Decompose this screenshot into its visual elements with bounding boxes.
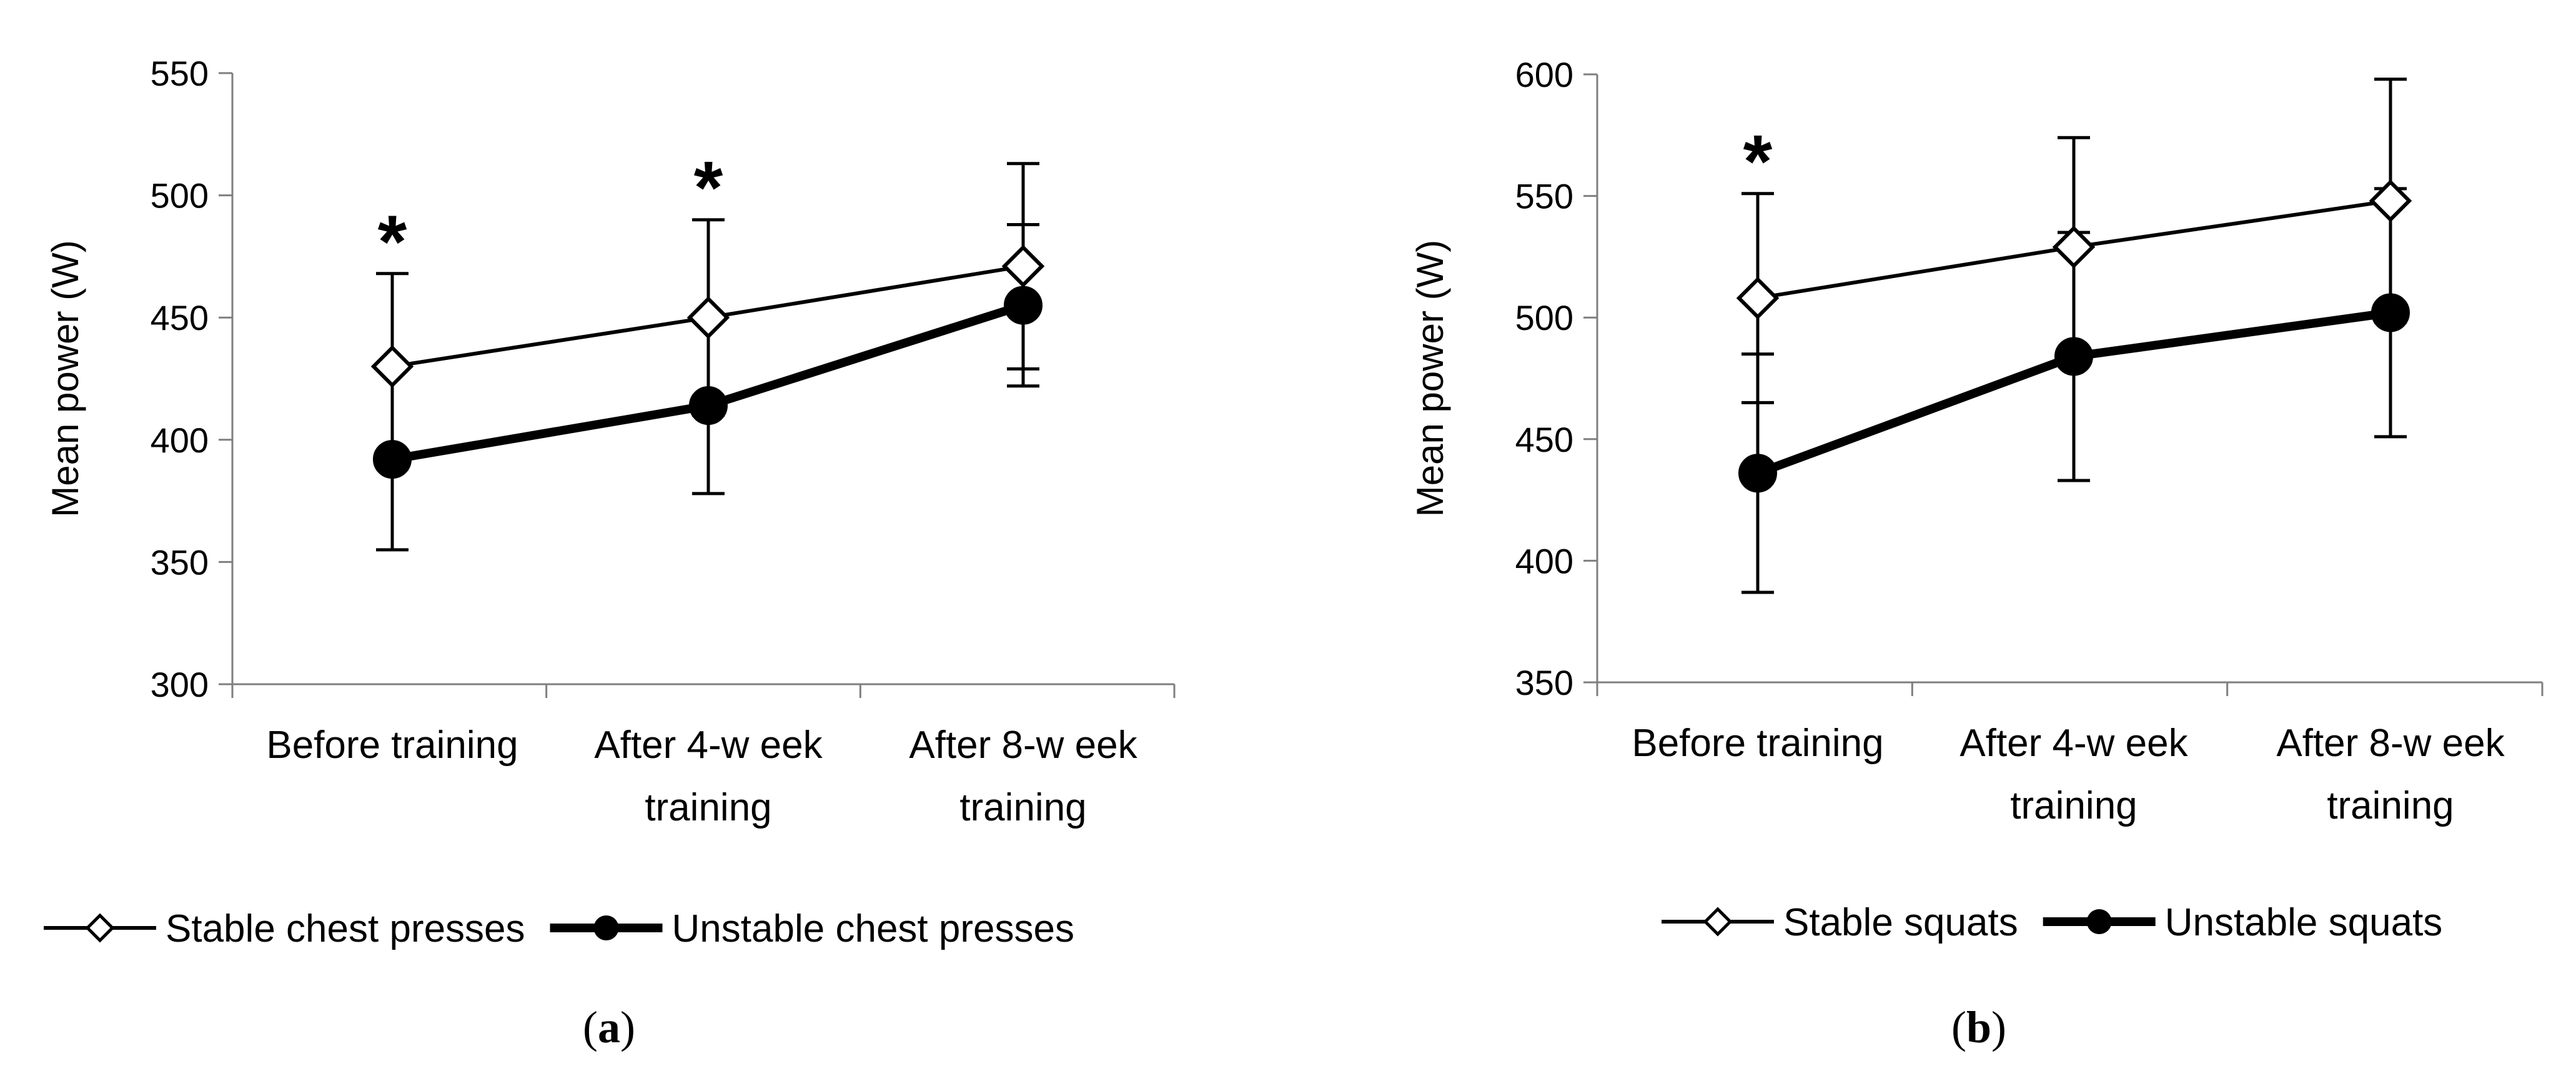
legend-label: Unstable chest presses [672,907,1074,950]
panel-label-open: ( [1951,1002,1966,1052]
x-tick-label-line: Before training [1632,722,1883,765]
y-tick-label: 350 [151,542,209,582]
y-tick-label: 600 [1515,55,1573,94]
legend-label: Stable squats [1783,901,2018,944]
y-axis-label: Mean power (W) [1409,240,1451,517]
legend-marker-diamond [85,913,115,943]
y-tick-label: 550 [151,54,209,93]
legend-label: Unstable squats [2165,901,2443,944]
x-tick-label: After 8-w eek training [2276,722,2505,827]
data-point-circle [2054,337,2093,376]
x-tick-label: After 8-w eek training [909,724,1137,829]
x-tick-label-line: Before training [266,724,518,767]
x-tick-label: After 4-w eek training [594,724,823,829]
legend-marker-circle [2086,909,2112,934]
y-tick-label: 550 [1515,177,1573,216]
data-point-diamond [370,345,414,388]
data-point-diamond [2369,179,2412,222]
panel-label-close: ) [620,1002,635,1052]
y-tick-label: 300 [151,665,209,704]
x-tick-label: Before training [266,724,518,767]
y-tick-label: 350 [1515,663,1573,702]
data-point-diamond [1736,276,1780,320]
x-tick-label-line: training [959,786,1086,829]
significance-star: * [694,146,723,230]
data-point-circle [373,440,412,479]
data-point-circle [1004,286,1043,325]
data-point-diamond [2052,226,2096,269]
significance-star: * [1743,120,1773,204]
y-tick-label: 400 [1515,541,1573,580]
panel-label-letter: b [1966,1002,1991,1052]
legend-label: Stable chest presses [166,907,525,950]
panel-label-letter: a [598,1002,620,1052]
y-tick-label: 450 [1515,420,1573,459]
panel-label-open: ( [583,1002,598,1052]
x-tick-label-line: After 4-w eek [594,724,823,767]
panel-b: 350 400 450 500 550 600 Before training After 4… [1409,55,2544,1052]
x-tick-label-line: training [2327,784,2454,827]
panel-label-close: ) [1991,1002,2006,1052]
y-tick-label: 450 [151,298,209,337]
x-tick-label: Before training [1632,722,1883,765]
data-point-circle [689,386,728,426]
significance-star: * [378,200,407,284]
y-tick-label: 500 [1515,298,1573,337]
y-tick-label: 400 [151,421,209,460]
panel-a: 300 350 400 450 500 550 Before training After 4… [44,54,1176,1052]
data-point-circle [2371,293,2410,332]
x-tick-label-line: training [2010,784,2137,827]
panel-label: (b) [1951,1002,2006,1052]
legend-marker-diamond [1703,907,1733,937]
y-axis-label: Mean power (W) [44,240,86,517]
y-tick-label: 500 [151,176,209,216]
legend-marker-circle [593,915,619,940]
x-tick-label-line: training [645,786,771,829]
data-point-circle [1738,454,1777,493]
data-point-diamond [686,296,730,339]
panel-label: (a) [583,1002,635,1052]
data-point-diamond [1001,244,1045,288]
x-tick-label-line: After 8-w eek [909,724,1137,767]
x-tick-label: After 4-w eek training [1959,722,2188,827]
x-tick-label-line: After 4-w eek [1959,722,2188,765]
x-tick-label-line: After 8-w eek [2276,722,2505,765]
